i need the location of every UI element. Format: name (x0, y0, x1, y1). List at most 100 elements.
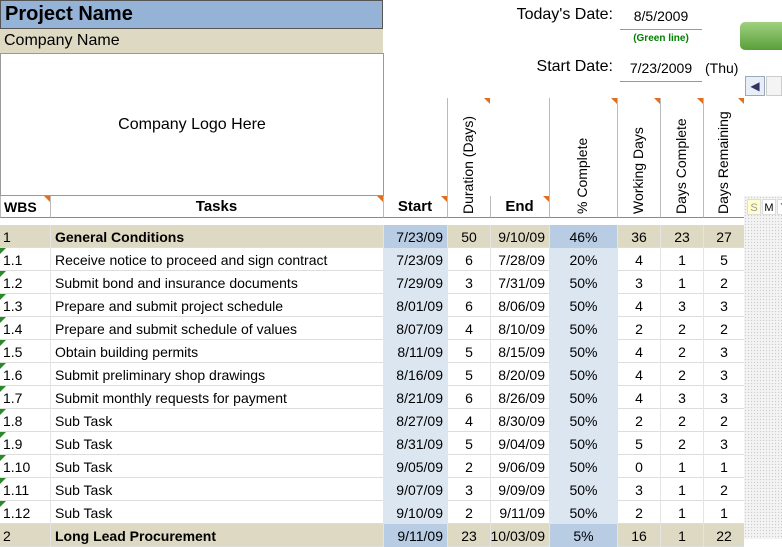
table-cell[interactable]: 1 (660, 501, 703, 524)
table-cell[interactable]: 2 (660, 432, 703, 455)
table-cell[interactable]: 4 (617, 363, 660, 386)
table-cell[interactable]: 2 (660, 317, 703, 340)
table-cell[interactable]: 2 (660, 363, 703, 386)
scroll-left-button[interactable]: ◀ (745, 76, 765, 96)
start-date[interactable]: 7/23/2009 (620, 60, 702, 82)
project-name[interactable]: Project Name (0, 0, 383, 29)
table-cell[interactable]: 1.11 (3, 481, 30, 498)
table-cell[interactable]: 8/16/09 (383, 363, 447, 386)
table-cell[interactable]: 5 (703, 248, 744, 271)
table-cell[interactable]: General Conditions (50, 225, 383, 248)
table-cell[interactable]: 7/28/09 (490, 248, 549, 271)
table-cell[interactable]: 0 (617, 455, 660, 478)
table-cell[interactable]: 8/07/09 (383, 317, 447, 340)
table-cell[interactable]: 4 (617, 294, 660, 317)
table-cell[interactable]: 3 (447, 271, 490, 294)
table-cell[interactable]: 1 (703, 455, 744, 478)
table-cell[interactable]: 7/23/09 (383, 225, 447, 248)
company-name[interactable]: Company Name (0, 29, 383, 53)
table-cell[interactable]: 9/06/09 (490, 455, 549, 478)
table-cell[interactable]: Sub Task (50, 455, 383, 478)
table-cell[interactable]: 8/20/09 (490, 363, 549, 386)
table-cell[interactable]: 50% (549, 501, 617, 524)
table-cell[interactable]: 1.5 (3, 343, 23, 360)
table-cell[interactable]: 9/10/09 (383, 501, 447, 524)
table-cell[interactable]: 50% (549, 340, 617, 363)
table-cell[interactable]: 20% (549, 248, 617, 271)
table-cell[interactable]: 8/15/09 (490, 340, 549, 363)
table-cell[interactable]: 3 (617, 271, 660, 294)
table-cell[interactable]: 9/11/09 (383, 524, 447, 547)
table-cell[interactable]: 8/10/09 (490, 317, 549, 340)
table-cell[interactable]: 2 (3, 527, 11, 544)
table-cell[interactable]: 2 (703, 271, 744, 294)
table-cell[interactable]: 1.1 (3, 251, 23, 268)
table-cell[interactable]: 50% (549, 478, 617, 501)
table-cell[interactable]: 2 (447, 501, 490, 524)
table-cell[interactable]: 8/26/09 (490, 386, 549, 409)
table-cell[interactable]: 3 (660, 294, 703, 317)
table-cell[interactable]: 2 (660, 340, 703, 363)
table-cell[interactable]: 6 (447, 294, 490, 317)
table-cell[interactable]: 7/23/09 (383, 248, 447, 271)
table-cell[interactable]: 4 (617, 248, 660, 271)
table-cell[interactable]: 1 (660, 248, 703, 271)
table-cell[interactable]: 1 (660, 524, 703, 547)
table-cell[interactable]: 8/31/09 (383, 432, 447, 455)
table-cell[interactable]: 2 (660, 409, 703, 432)
table-cell[interactable]: Sub Task (50, 409, 383, 432)
table-cell[interactable]: 3 (703, 386, 744, 409)
table-cell[interactable]: 4 (617, 386, 660, 409)
table-cell[interactable]: Sub Task (50, 432, 383, 455)
table-cell[interactable]: Obtain building permits (50, 340, 383, 363)
table-cell[interactable]: 1 (660, 478, 703, 501)
table-cell[interactable]: 1.12 (3, 504, 31, 521)
table-cell[interactable]: 2 (617, 317, 660, 340)
table-cell[interactable]: 1 (703, 501, 744, 524)
table-cell[interactable]: 8/30/09 (490, 409, 549, 432)
logo-placeholder[interactable]: Company Logo Here (0, 53, 384, 196)
table-cell[interactable]: 2 (703, 317, 744, 340)
table-cell[interactable]: Receive notice to proceed and sign contr… (50, 248, 383, 271)
table-cell[interactable]: 50% (549, 455, 617, 478)
table-cell[interactable]: 8/11/09 (383, 340, 447, 363)
table-cell[interactable]: 9/05/09 (383, 455, 447, 478)
table-cell[interactable]: 9/10/09 (490, 225, 549, 248)
table-cell[interactable]: 6 (447, 386, 490, 409)
table-cell[interactable]: 16 (617, 524, 660, 547)
table-cell[interactable]: 8/06/09 (490, 294, 549, 317)
table-cell[interactable]: 1 (3, 228, 11, 245)
table-cell[interactable]: 7/29/09 (383, 271, 447, 294)
table-cell[interactable]: 5 (447, 363, 490, 386)
table-cell[interactable]: 50% (549, 409, 617, 432)
table-cell[interactable]: 2 (703, 409, 744, 432)
table-cell[interactable]: 50% (549, 294, 617, 317)
todays-date[interactable]: 8/5/2009 (620, 8, 702, 30)
table-cell[interactable]: 50% (549, 363, 617, 386)
table-cell[interactable]: 23 (660, 225, 703, 248)
table-cell[interactable]: 50 (447, 225, 490, 248)
table-cell[interactable]: 8/01/09 (383, 294, 447, 317)
table-cell[interactable]: Long Lead Procurement (50, 524, 383, 547)
table-cell[interactable]: 4 (447, 409, 490, 432)
table-cell[interactable]: 2 (617, 501, 660, 524)
table-cell[interactable]: 9/07/09 (383, 478, 447, 501)
table-cell[interactable]: 4 (447, 317, 490, 340)
table-cell[interactable]: 8/27/09 (383, 409, 447, 432)
table-cell[interactable]: Prepare and submit project schedule (50, 294, 383, 317)
table-cell[interactable]: 50% (549, 271, 617, 294)
green-button[interactable] (740, 22, 782, 50)
table-cell[interactable]: Submit preliminary shop drawings (50, 363, 383, 386)
table-cell[interactable]: 3 (660, 386, 703, 409)
table-cell[interactable]: 2 (617, 409, 660, 432)
table-cell[interactable]: 1.2 (3, 274, 23, 291)
table-cell[interactable]: 6 (447, 248, 490, 271)
table-cell[interactable]: Sub Task (50, 501, 383, 524)
table-cell[interactable]: 23 (447, 524, 490, 547)
table-cell[interactable]: 3 (447, 478, 490, 501)
table-cell[interactable]: 5 (447, 340, 490, 363)
table-cell[interactable]: Sub Task (50, 478, 383, 501)
table-cell[interactable]: 3 (703, 432, 744, 455)
table-cell[interactable]: 3 (703, 294, 744, 317)
table-cell[interactable]: 1.7 (3, 389, 23, 406)
